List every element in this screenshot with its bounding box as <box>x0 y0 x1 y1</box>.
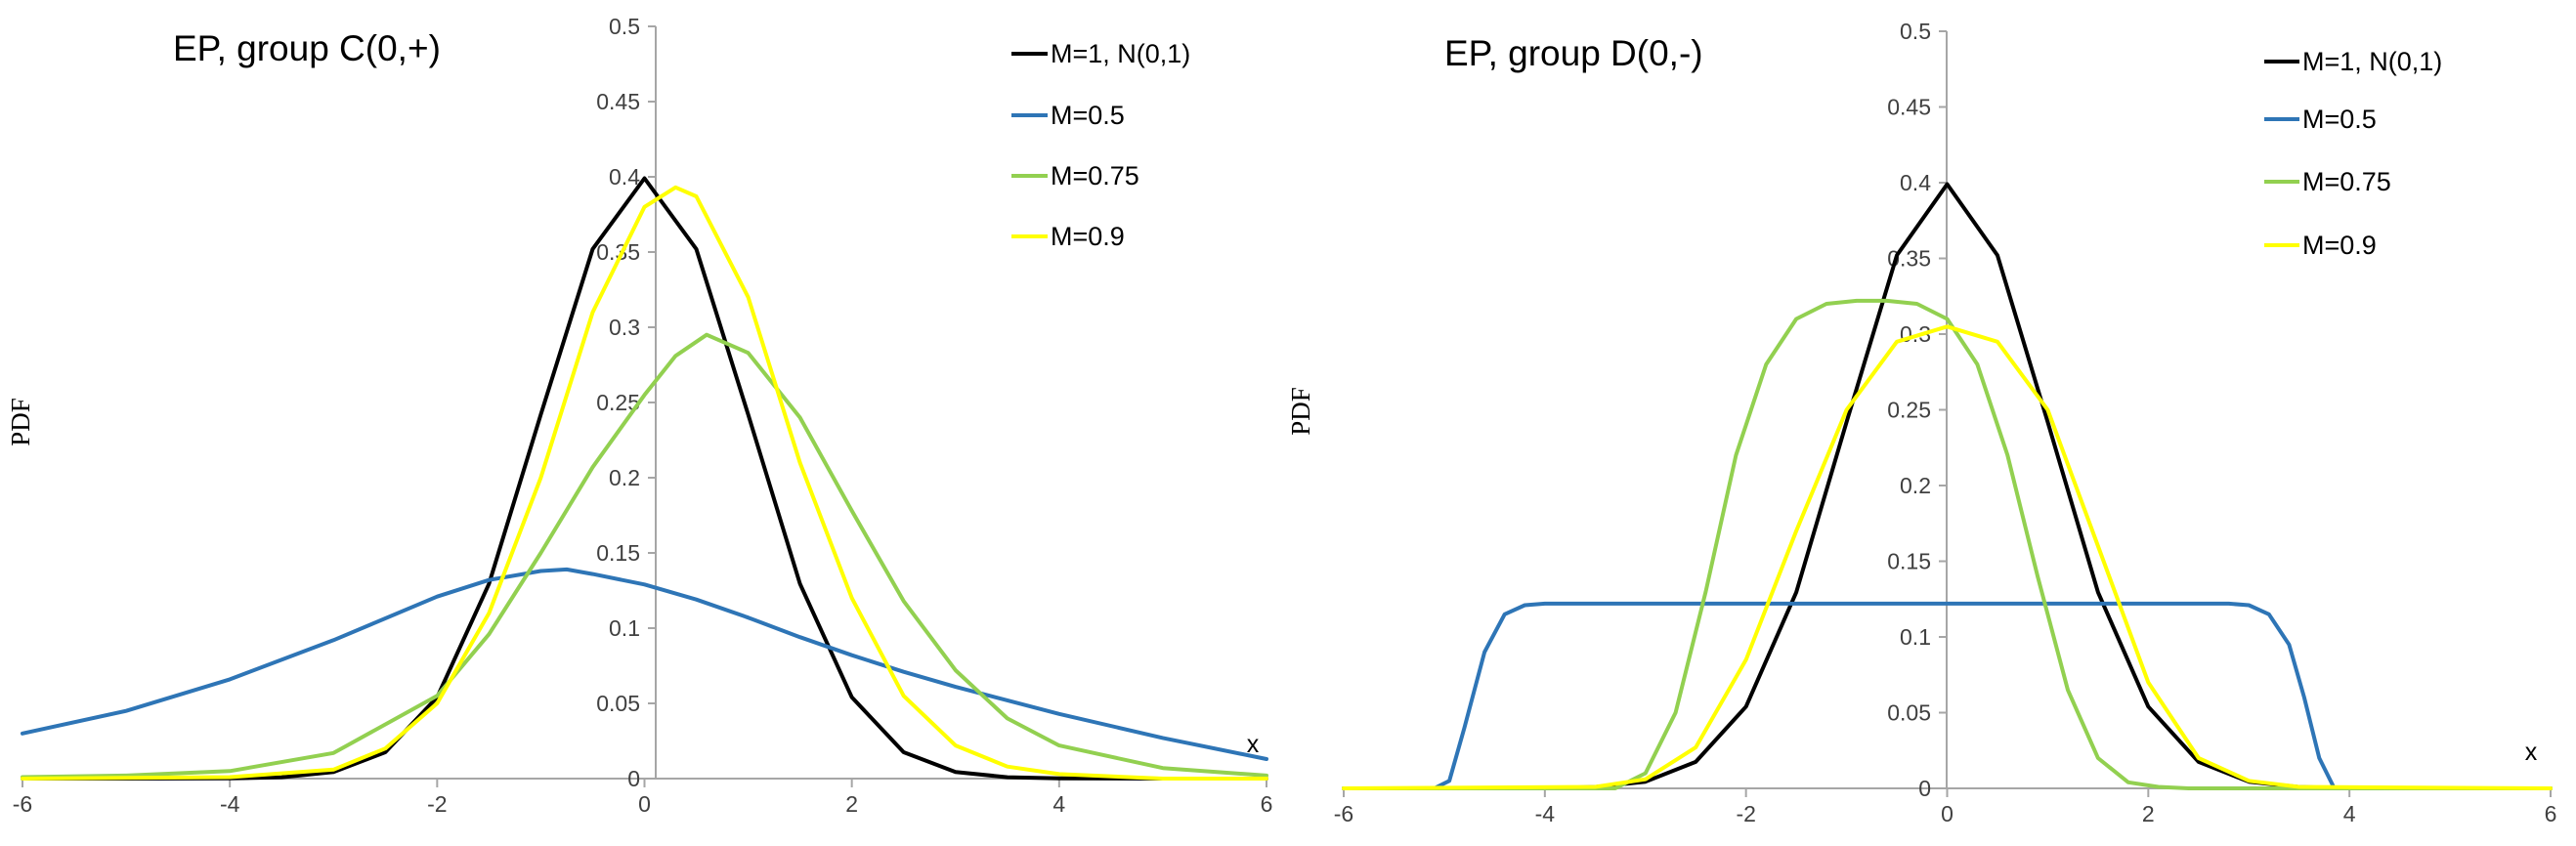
y-tick-label: 0.45 <box>596 89 640 114</box>
series-line-1 <box>21 176 1268 781</box>
series-line-4 <box>21 185 1268 781</box>
y-tick-label: 0 <box>1918 776 1931 801</box>
series-line-3 <box>21 332 1268 780</box>
y-tick-label: 0.3 <box>609 315 640 340</box>
x-tick-label: -4 <box>1535 801 1556 826</box>
y-axis-label: PDF <box>1286 387 1315 436</box>
y-tick-label: 0.15 <box>1887 549 1931 574</box>
y-tick-label: 0.05 <box>1887 700 1931 726</box>
series-line-3 <box>1342 298 2553 790</box>
series-line-2 <box>1342 601 2553 790</box>
x-tick-label: 4 <box>1052 791 1065 817</box>
y-axis-label: PDF <box>6 398 35 446</box>
y-tick-label: 0.1 <box>1900 624 1931 650</box>
y-tick-label: 0.05 <box>596 691 640 716</box>
x-tick-label: 0 <box>1941 801 1953 826</box>
x-tick-label: -6 <box>1334 801 1353 826</box>
legend-label: M=0.75 <box>1051 161 1139 190</box>
legend-label: M=0.9 <box>2302 231 2377 260</box>
chart-group-c: -6 -4 -2 0 2 4 600.050.10.150.20.250.30.350.40… <box>6 14 1272 817</box>
x-axis-label: x <box>1247 731 1260 758</box>
chart-title: EP, group D(0,-) <box>1444 33 1703 73</box>
legend-label: M=0.5 <box>1051 101 1125 130</box>
y-tick-label: 0 <box>627 766 640 791</box>
x-tick-label: -4 <box>220 791 240 817</box>
series-line-2 <box>21 567 1268 761</box>
y-tick-label: 0.1 <box>609 615 640 641</box>
legend-label: M=1, N(0,1) <box>2302 47 2442 76</box>
legend-label: M=0.9 <box>1051 222 1125 251</box>
x-tick-label: 2 <box>845 791 858 817</box>
x-tick-label: 0 <box>638 791 651 817</box>
y-tick-label: 0.45 <box>1887 95 1931 120</box>
y-tick-label: 0.2 <box>609 465 640 490</box>
x-tick-label: 6 <box>1261 791 1273 817</box>
x-tick-label: -6 <box>13 791 32 817</box>
chart-title: EP, group C(0,+) <box>173 28 441 68</box>
y-tick-label: 0.5 <box>609 14 640 39</box>
legend-label: M=0.5 <box>2302 105 2377 134</box>
x-tick-label: 4 <box>2343 801 2356 826</box>
y-tick-label: 0.4 <box>609 164 640 190</box>
y-tick-label: 0.15 <box>596 540 640 566</box>
y-tick-label: 0.2 <box>1900 473 1931 498</box>
legend-label: M=1, N(0,1) <box>1051 39 1190 68</box>
x-tick-label: -2 <box>1736 801 1755 826</box>
chart-group-d: -6 -4 -2 0 2 4 600.050.10.150.20.250.30.350.40… <box>1286 19 2556 826</box>
x-axis-label: x <box>2525 739 2538 766</box>
x-tick-label: 6 <box>2545 801 2557 826</box>
y-tick-label: 0.25 <box>1887 398 1931 423</box>
series-line-4 <box>1342 324 2553 790</box>
y-tick-label: 0.4 <box>1900 170 1931 195</box>
x-tick-label: 2 <box>2142 801 2155 826</box>
legend-label: M=0.75 <box>2302 167 2391 196</box>
x-tick-label: -2 <box>427 791 447 817</box>
y-tick-label: 0.5 <box>1900 19 1931 44</box>
